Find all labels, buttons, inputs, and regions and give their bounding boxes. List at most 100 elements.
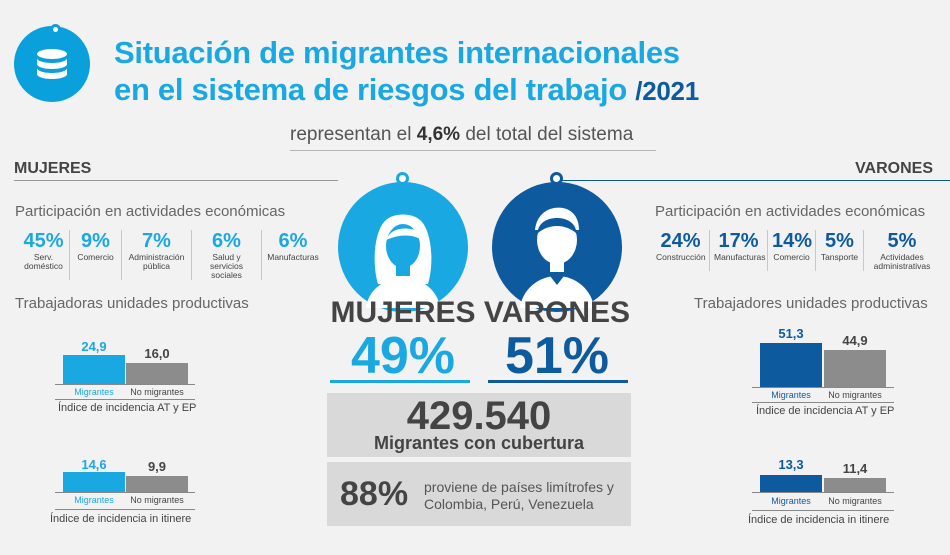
bar-value-no-migrantes: 44,9 (842, 333, 868, 348)
women-section-title: MUJERES (14, 160, 92, 177)
bar-no-migrantes (824, 350, 886, 387)
men-activities: 24% Construcción 17% Manufacturas 14% Comer… (652, 230, 940, 271)
bar-baseline (752, 492, 894, 493)
page-title: Situación de migrantes internacionales e… (114, 34, 699, 110)
activity-pct: 24% (660, 230, 701, 252)
subtitle-divider (290, 150, 656, 151)
activity-item: 17% Manufacturas (710, 230, 768, 271)
bar-label-no-migrantes: No migrantes (130, 495, 184, 505)
women-participation-title: Participación en actividades económicas (15, 203, 286, 220)
origin-percent: 88% (340, 475, 409, 513)
activity-item: 9% Comercio (70, 230, 122, 280)
activity-pct: 9% (81, 230, 110, 252)
bar-baseline (55, 384, 195, 385)
activity-pct: 6% (278, 230, 308, 252)
bar-migrantes (760, 343, 822, 387)
men-underline (488, 380, 628, 383)
bar-no-migrantes (824, 478, 886, 492)
logo-dot (50, 24, 61, 35)
origin-line-1: proviene de países limítrofes y (424, 479, 614, 495)
title-line-1: Situación de migrantes internacionales (114, 35, 680, 70)
bar-value-migrantes: 14,6 (81, 457, 107, 472)
bar-footer-line (752, 510, 894, 511)
bar-value-migrantes: 24,9 (81, 339, 107, 354)
index-label-itinere: Índice de incidencia in itinere (748, 514, 890, 526)
bar-no-migrantes (126, 363, 188, 384)
bar-migrantes (63, 355, 125, 384)
activity-item: 5% Actividades administrativas (864, 230, 940, 271)
activity-pct: 5% (887, 230, 917, 252)
origin-box (327, 462, 631, 526)
bar-label-migrantes: Migrantes (74, 387, 114, 397)
index-label-at-ep: Índice de incidencia AT y EP (756, 405, 895, 417)
origin-line-2: Colombia, Perú, Venezuela (424, 496, 594, 512)
men-percent: 51% (504, 327, 610, 385)
bar-baseline (55, 492, 195, 493)
activity-label: Manufacturas (267, 252, 319, 262)
title-year: /2021 (635, 76, 699, 106)
men-workers-title: Trabajadores unidades productivas (694, 295, 928, 312)
man-avatar-icon (520, 207, 594, 308)
activity-pct: 17% (718, 230, 759, 252)
bar-baseline (752, 387, 894, 388)
women-label: MUJERES (330, 296, 476, 329)
men-section-divider (556, 180, 950, 181)
activity-pct: 5% (825, 230, 854, 252)
activity-pct: 45% (23, 230, 64, 252)
bar-migrantes (760, 475, 822, 492)
activity-label: Serv. doméstico (24, 252, 63, 271)
bar-label-no-migrantes: No migrantes (828, 390, 882, 400)
bar-footer-line (752, 402, 894, 403)
activity-label: Administración pública (128, 252, 185, 271)
men-section-title: VARONES (855, 160, 933, 177)
subtitle: representan el 4,6% del total del sistem… (290, 124, 633, 146)
subtitle-pre: representan el (290, 124, 417, 145)
index-label-itinere: Índice de incidencia in itinere (50, 513, 192, 525)
bar-no-migrantes (126, 476, 188, 492)
bar-migrantes (63, 472, 125, 492)
bar-footer-line (55, 399, 195, 400)
activity-item: 14% Comercio (768, 230, 816, 271)
title-line-2: en el sistema de riesgos del trabajo (114, 72, 627, 107)
bar-value-no-migrantes: 9,9 (147, 459, 167, 474)
index-label-at-ep: Índice de incidencia AT y EP (58, 402, 197, 414)
bar-label-migrantes: Migrantes (771, 390, 811, 400)
activity-label: Comercio (773, 252, 810, 262)
subtitle-post: del total del sistema (460, 124, 634, 145)
activity-item: 24% Construcción (652, 230, 710, 271)
men-label: VARONES (483, 296, 631, 329)
bar-footer-line (55, 509, 195, 510)
activity-pct: 14% (772, 230, 813, 252)
activity-label: Tansporte (820, 252, 859, 262)
subtitle-percent: 4,6% (416, 124, 461, 145)
bar-value-no-migrantes: 11,4 (842, 461, 868, 476)
bar-label-migrantes: Migrantes (74, 495, 114, 505)
bar-value-migrantes: 13,3 (778, 457, 804, 472)
women-underline (330, 380, 470, 383)
activity-label: Construcción (656, 252, 706, 262)
total-label: Migrantes con cubertura (373, 433, 585, 453)
activity-label: Actividades administrativas (873, 252, 931, 271)
women-percent: 49% (350, 327, 456, 385)
activity-item: 7% Administración pública (122, 230, 192, 280)
total-box (327, 393, 631, 457)
women-workers-title: Trabajadoras unidades productivas (15, 295, 249, 312)
activity-item: 6% Manufacturas (262, 230, 324, 280)
bar-value-no-migrantes: 16,0 (144, 346, 170, 361)
activity-pct: 7% (142, 230, 171, 252)
bar-label-no-migrantes: No migrantes (130, 387, 184, 397)
men-participation-title: Participación en actividades económicas (655, 203, 926, 220)
total-migrants: 429.540 (406, 394, 552, 438)
bar-label-migrantes: Migrantes (771, 496, 811, 506)
activity-item: 45% Serv. doméstico (18, 230, 70, 280)
women-activities: 45% Serv. doméstico 9% Comercio 7% Administ… (18, 230, 324, 280)
activity-item: 5% Tansporte (816, 230, 864, 271)
activity-label: Manufacturas (714, 252, 766, 262)
bar-label-no-migrantes: No migrantes (828, 496, 882, 506)
activity-label: Comercio (77, 252, 114, 262)
activity-pct: 6% (212, 230, 241, 252)
activity-label: Salud y servicios sociales (209, 252, 244, 280)
woman-avatar-icon (366, 214, 440, 308)
women-section-divider (14, 180, 338, 181)
database-icon (37, 49, 67, 79)
